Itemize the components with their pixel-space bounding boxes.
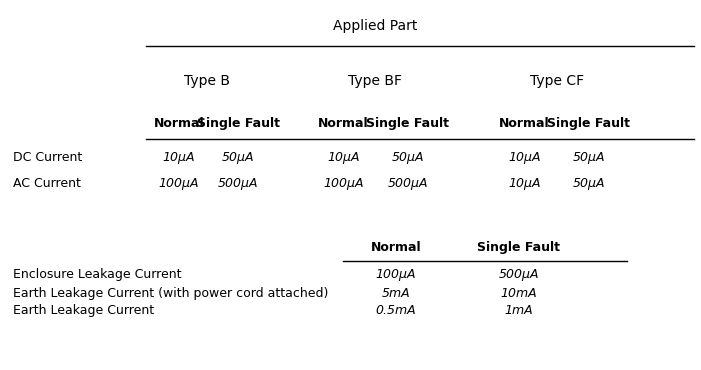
Text: 10μA: 10μA bbox=[327, 151, 360, 164]
Text: Single Fault: Single Fault bbox=[547, 117, 630, 131]
Text: 500μA: 500μA bbox=[218, 176, 259, 190]
Text: 10μA: 10μA bbox=[163, 151, 195, 164]
Text: 10μA: 10μA bbox=[508, 176, 540, 190]
Text: Normal: Normal bbox=[499, 117, 550, 131]
Text: Single Fault: Single Fault bbox=[197, 117, 280, 131]
Text: 100μA: 100μA bbox=[376, 268, 416, 281]
Text: AC Current: AC Current bbox=[13, 176, 81, 190]
Text: 500μA: 500μA bbox=[498, 268, 539, 281]
Text: Normal: Normal bbox=[371, 241, 421, 255]
Text: Normal: Normal bbox=[318, 117, 369, 131]
Text: 50μA: 50μA bbox=[573, 151, 605, 164]
Text: 10mA: 10mA bbox=[501, 286, 537, 300]
Text: 50μA: 50μA bbox=[573, 176, 605, 190]
Text: Single Fault: Single Fault bbox=[477, 241, 560, 255]
Text: Earth Leakage Current (with power cord attached): Earth Leakage Current (with power cord a… bbox=[13, 286, 328, 300]
Text: Applied Part: Applied Part bbox=[333, 19, 417, 33]
Text: Normal: Normal bbox=[154, 117, 204, 131]
Text: 100μA: 100μA bbox=[323, 176, 364, 190]
Text: 0.5mA: 0.5mA bbox=[376, 304, 416, 317]
Text: Type B: Type B bbox=[184, 74, 230, 88]
Text: Earth Leakage Current: Earth Leakage Current bbox=[13, 304, 154, 317]
Text: 500μA: 500μA bbox=[388, 176, 428, 190]
Text: Single Fault: Single Fault bbox=[367, 117, 449, 131]
Text: Type CF: Type CF bbox=[530, 74, 585, 88]
Text: Enclosure Leakage Current: Enclosure Leakage Current bbox=[13, 268, 181, 281]
Text: 5mA: 5mA bbox=[382, 286, 410, 300]
Text: 50μA: 50μA bbox=[222, 151, 254, 164]
Text: DC Current: DC Current bbox=[13, 151, 82, 164]
Text: 1mA: 1mA bbox=[505, 304, 533, 317]
Text: 10μA: 10μA bbox=[508, 151, 540, 164]
Text: Type BF: Type BF bbox=[348, 74, 402, 88]
Text: 50μA: 50μA bbox=[392, 151, 424, 164]
Text: 100μA: 100μA bbox=[158, 176, 199, 190]
